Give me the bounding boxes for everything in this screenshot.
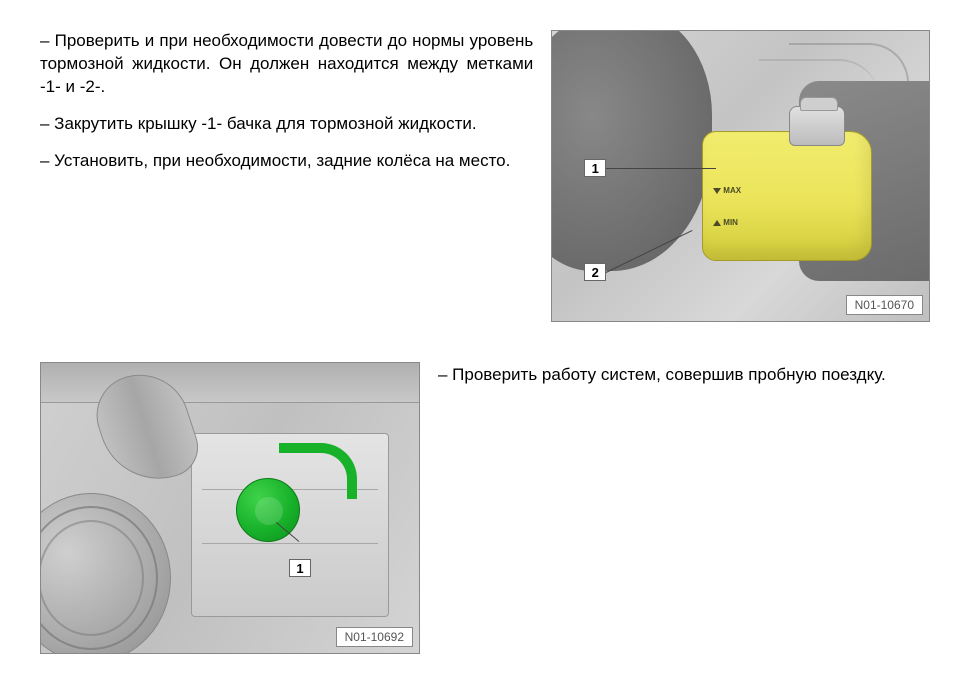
reservoir-cap-icon (789, 106, 845, 146)
paragraph-check-level: – Проверить и при необходимости довести … (40, 30, 533, 99)
green-cap-icon (236, 478, 300, 542)
figure-id-label: N01-10692 (336, 627, 413, 647)
page: – Проверить и при необходимости довести … (0, 0, 960, 679)
callout-1-line (606, 168, 716, 169)
figure-id-label: N01-10670 (846, 295, 923, 315)
brake-fluid-reservoir: MAX MIN (702, 131, 872, 261)
triangle-up-icon (713, 220, 721, 226)
instruction-text-column-2: – Проверить работу систем, совершив проб… (438, 362, 918, 654)
paragraph-install-wheels: – Установить, при необходимости, задние … (40, 150, 533, 173)
max-text: MAX (723, 186, 741, 195)
figure-brake-reservoir: MAX MIN 1 2 N01-10670 (551, 30, 930, 322)
callout-1: 1 (289, 559, 311, 577)
triangle-down-icon (713, 188, 721, 194)
max-mark-label: MAX (713, 186, 741, 195)
min-mark-label: MIN (713, 218, 738, 227)
figure-cap-closed: 1 N01-10692 (40, 362, 420, 654)
panel-ridge (202, 543, 378, 544)
callout-2: 2 (584, 263, 606, 281)
instruction-text-column: – Проверить и при необходимости довести … (40, 30, 533, 322)
paragraph-test-drive: – Проверить работу систем, совершив проб… (438, 364, 918, 387)
paragraph-close-cap: – Закрутить крышку -1- бачка для тормозн… (40, 113, 533, 136)
top-block: – Проверить и при необходимости довести … (40, 30, 930, 322)
bottom-block: 1 N01-10692 – Проверить работу систем, с… (40, 362, 930, 654)
hood-edge (41, 363, 419, 403)
callout-1: 1 (584, 159, 606, 177)
min-text: MIN (723, 218, 738, 227)
